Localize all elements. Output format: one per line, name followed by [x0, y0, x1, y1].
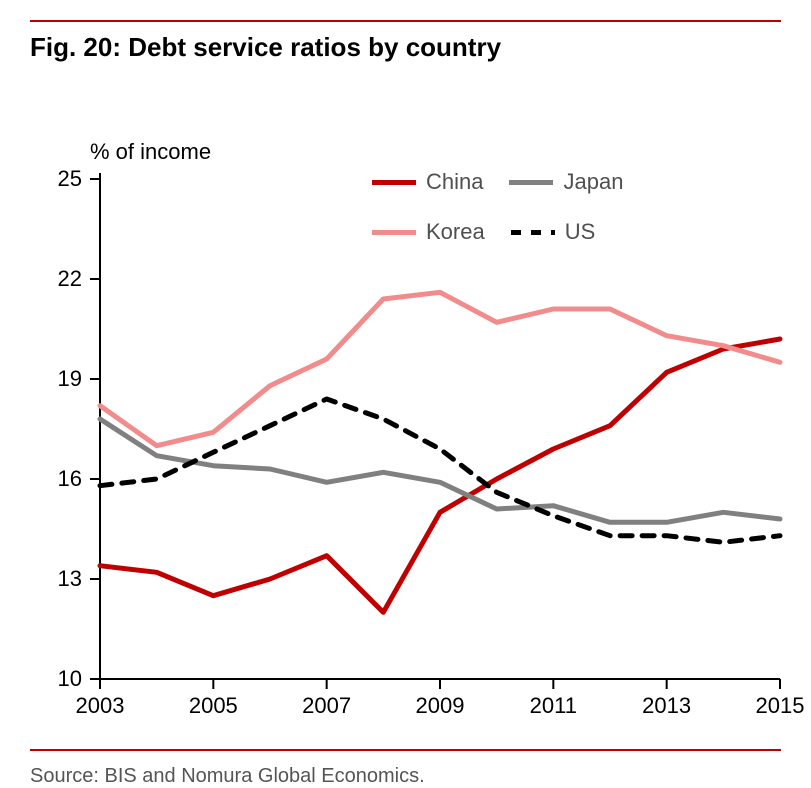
legend-swatch [372, 180, 416, 185]
legend-swatch [509, 180, 553, 185]
x-tick-label: 2007 [302, 693, 351, 719]
legend-row: Korea US [372, 219, 595, 245]
x-tick-label: 2009 [416, 693, 465, 719]
series-china [100, 339, 780, 612]
y-tick-label: 19 [30, 366, 82, 392]
legend-item-korea: Korea [372, 219, 485, 245]
legend-swatch [511, 230, 555, 235]
x-tick-label: 2003 [76, 693, 125, 719]
x-tick-label: 2005 [189, 693, 238, 719]
chart-svg [30, 69, 800, 729]
legend-item-china: China [372, 169, 483, 195]
y-tick-label: 16 [30, 466, 82, 492]
source-text: Source: BIS and Nomura Global Economics. [30, 751, 781, 788]
legend-item-japan: Japan [509, 169, 623, 195]
legend-swatch [372, 230, 416, 235]
legend-label: Japan [563, 169, 623, 195]
legend-label: Korea [426, 219, 485, 245]
x-tick-label: 2013 [642, 693, 691, 719]
figure-title: Fig. 20: Debt service ratios by country [30, 22, 781, 69]
x-tick-label: 2015 [756, 693, 805, 719]
y-tick-label: 22 [30, 266, 82, 292]
legend-item-us: US [511, 219, 596, 245]
figure: Fig. 20: Debt service ratios by country … [0, 0, 811, 751]
legend-label: China [426, 169, 483, 195]
chart-area: % of income 1013161922252003200520072009… [30, 69, 781, 739]
legend-row: China Japan [372, 169, 623, 195]
y-tick-label: 10 [30, 666, 82, 692]
y-tick-label: 13 [30, 566, 82, 592]
y-tick-label: 25 [30, 166, 82, 192]
x-tick-label: 2011 [530, 693, 577, 719]
legend-label: US [565, 219, 596, 245]
